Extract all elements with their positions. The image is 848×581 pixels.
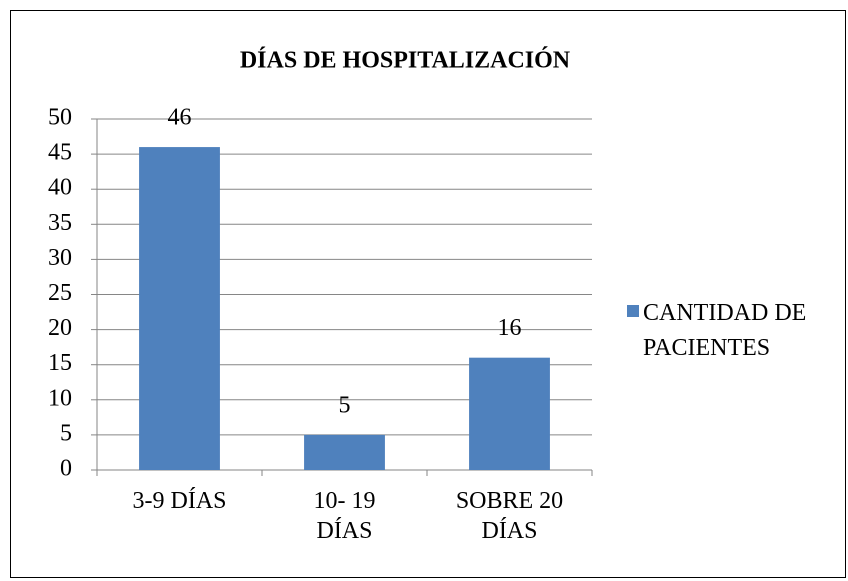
chart-title: DÍAS DE HOSPITALIZACIÓN bbox=[240, 47, 571, 74]
y-tick-label: 10 bbox=[48, 385, 72, 411]
y-tick-label: 40 bbox=[48, 175, 72, 201]
y-tick-label: 45 bbox=[48, 140, 72, 166]
legend-label: CANTIDAD DE PACIENTES bbox=[643, 300, 807, 361]
y-tick-label: 5 bbox=[60, 420, 72, 446]
x-tick-label: 3-9 DÍAS bbox=[132, 488, 227, 514]
data-label: 46 bbox=[168, 105, 192, 131]
y-tick-label: 20 bbox=[48, 315, 72, 341]
y-tick-label: 35 bbox=[48, 210, 72, 236]
y-tick-label: 30 bbox=[48, 245, 72, 271]
x-tick-label: 10- 19 DÍAS bbox=[313, 488, 376, 544]
x-tick-label: SOBRE 20 DÍAS bbox=[455, 488, 564, 544]
bar bbox=[139, 147, 220, 470]
data-label: 5 bbox=[339, 392, 351, 418]
y-tick-label: 25 bbox=[48, 280, 72, 306]
legend-swatch bbox=[627, 305, 639, 317]
y-tick-label: 50 bbox=[48, 105, 72, 131]
data-label: 16 bbox=[498, 315, 522, 341]
bar bbox=[304, 434, 385, 470]
y-tick-label: 15 bbox=[48, 350, 72, 376]
y-tick-label: 0 bbox=[60, 456, 72, 482]
bar bbox=[469, 357, 550, 470]
